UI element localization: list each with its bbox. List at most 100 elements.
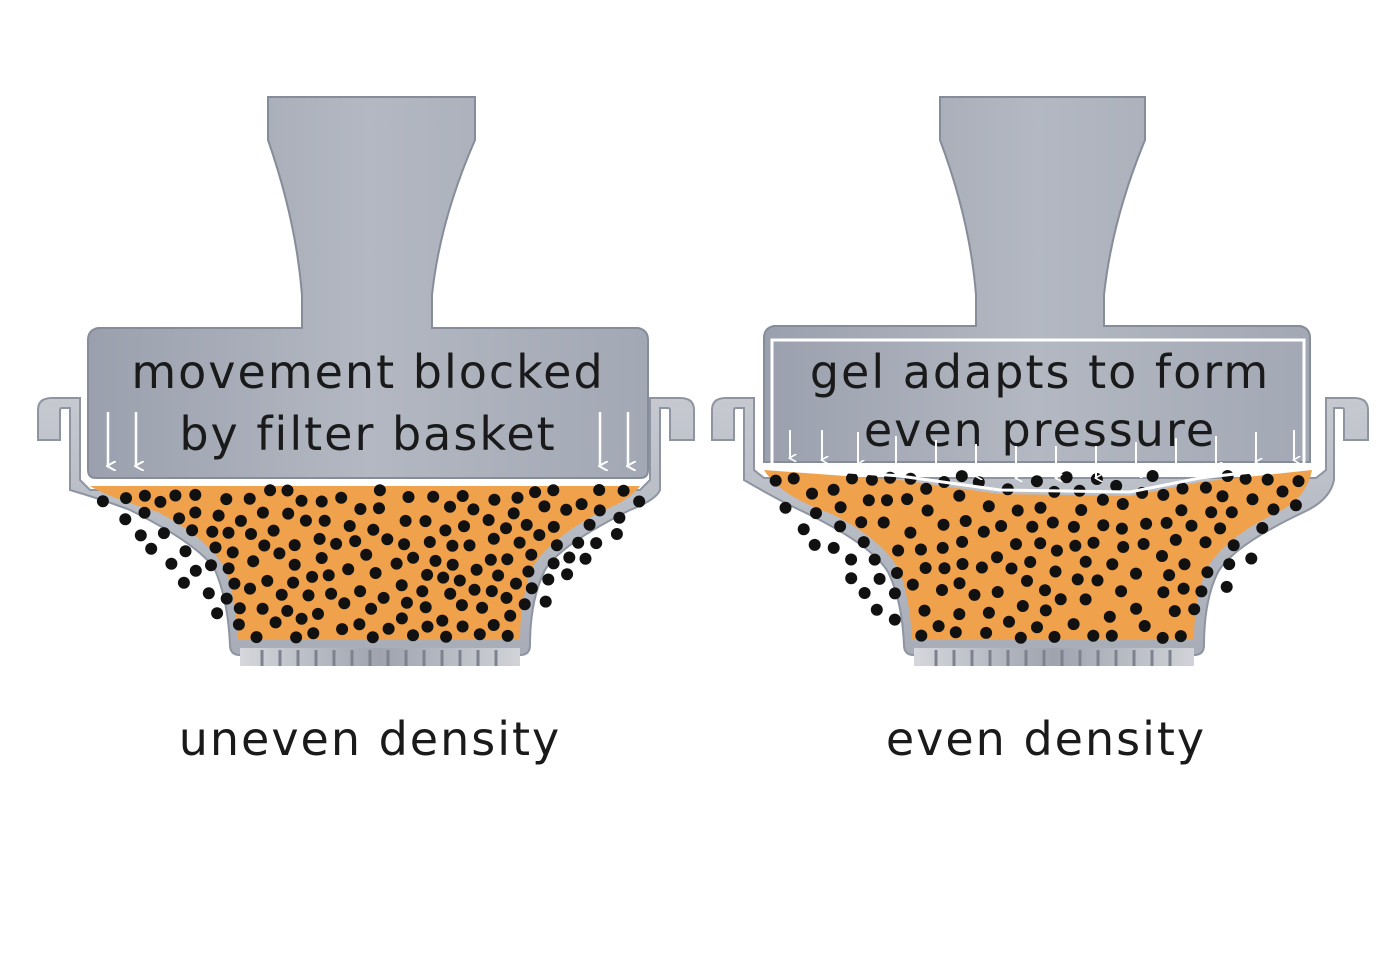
tamper-left: movement blocked by filter basket [87, 96, 649, 479]
coffee-particle-icon [1214, 522, 1227, 535]
coffee-particle-icon [991, 551, 1003, 564]
coffee-particle-icon [366, 631, 379, 644]
coffee-particle-icon [547, 557, 560, 570]
coffee-particle-icon [892, 544, 905, 557]
coffee-particle-icon [419, 515, 432, 528]
coffee-particle-icon [209, 541, 222, 554]
coffee-particle-icon [395, 612, 408, 625]
coffee-particle-icon [968, 588, 981, 601]
coffee-particle-icon [1087, 536, 1100, 549]
coffee-particle-icon [504, 609, 517, 622]
coffee-particle-icon [458, 520, 470, 533]
coffee-particle-icon [421, 568, 434, 581]
coffee-particle-icon [1163, 569, 1176, 582]
coffee-particle-icon [1138, 620, 1151, 632]
coffee-particle-icon [186, 524, 199, 537]
coffee-particle-icon [381, 533, 394, 546]
coffee-particle-icon [134, 529, 147, 542]
coffee-particle-icon [269, 616, 282, 629]
coffee-particle-icon [282, 507, 295, 520]
coffee-particle-icon [955, 470, 968, 483]
coffee-particle-icon [427, 490, 440, 503]
coffee-particle-icon [220, 592, 233, 605]
coffee-particle-icon [1050, 544, 1063, 557]
coffee-particle-icon [991, 586, 1004, 598]
coffee-particle-icon [510, 577, 522, 590]
tamper-right: gel adapts to form even pressure [763, 96, 1311, 494]
down-arrow-icon [108, 412, 628, 466]
coffee-particle-icon [468, 583, 481, 596]
coffee-particle-icon [1185, 519, 1198, 532]
coffee-particle-icon [787, 472, 800, 485]
coffee-particle-icon [1067, 618, 1080, 631]
coffee-particle-icon [518, 598, 531, 611]
coffee-particle-icon [827, 483, 840, 496]
coffee-particle-icon [373, 484, 386, 497]
coffee-particle-icon [267, 524, 280, 537]
coffee-particle-icon [354, 503, 367, 515]
coffee-particle-icon [436, 614, 449, 627]
coffee-particle-icon [440, 630, 453, 643]
tamper-text-line1: gel adapts to form [810, 345, 1270, 399]
coffee-particle-icon [455, 599, 468, 612]
coffee-particle-icon [547, 484, 560, 497]
coffee-particle-icon [953, 608, 966, 621]
coffee-particle-icon [1130, 602, 1143, 615]
coffee-particle-icon [365, 602, 378, 615]
coffee-particle-icon [1026, 520, 1039, 533]
coffee-particle-icon [1097, 519, 1110, 532]
coffee-particle-icon [982, 500, 995, 513]
coffee-particle-icon [360, 548, 373, 561]
coffee-particle-icon [402, 491, 415, 503]
coffee-particle-icon [1091, 574, 1104, 587]
coffee-particle-icon [421, 620, 434, 633]
coffee-particle-icon [373, 502, 385, 515]
coffee-particle-icon [936, 541, 949, 554]
coffee-particle-icon [920, 482, 933, 495]
coffee-particle-icon [138, 506, 151, 519]
coffee-particle-icon [572, 536, 585, 549]
down-arrow-icon [790, 430, 1294, 478]
coffee-particle-icon [407, 551, 420, 564]
coffee-particle-icon [1245, 552, 1258, 565]
coffee-particle-icon [212, 509, 225, 522]
coffee-particle-icon [1049, 565, 1062, 578]
coffee-particle-icon [1199, 481, 1212, 494]
coffee-particle-icon [463, 539, 476, 552]
coffee-particle-icon [593, 484, 606, 496]
coffee-particle-icon [949, 626, 962, 639]
coffee-particle-icon [1021, 574, 1033, 587]
coffee-particle-icon [919, 562, 932, 574]
coffee-particle-icon [868, 553, 881, 566]
coffee-particle-icon [915, 629, 928, 642]
coffee-particle-icon [1071, 573, 1084, 586]
coffee-particle-icon [560, 503, 573, 516]
coffee-particle-icon [154, 495, 167, 508]
coffee-particle-icon [120, 492, 132, 505]
coffee-particle-icon [256, 506, 269, 519]
coffee-particle-icon [633, 495, 646, 508]
coffee-particle-icon [416, 585, 429, 598]
coffee-particle-icon [1034, 501, 1047, 514]
tamper-text-line2: even pressure [864, 403, 1216, 457]
coffee-particle-icon [476, 601, 489, 614]
coffee-particle-icon [492, 569, 505, 582]
coffee-particle-icon [444, 587, 457, 600]
coffee-particle-icon [938, 562, 951, 575]
coffee-particle-icon [313, 532, 326, 545]
coffee-particle-icon [390, 557, 403, 570]
coffee-particle-icon [542, 573, 555, 586]
coffee-particle-icon [377, 591, 390, 604]
coffee-particle-icon [1292, 475, 1305, 488]
coffee-particle-icon [956, 535, 969, 548]
coffee-particle-icon [288, 539, 301, 552]
coffee-particle-icon [398, 538, 411, 551]
coffee-particle-icon [1110, 479, 1123, 492]
coffee-particle-icon [1261, 473, 1274, 486]
caption-right: even density [886, 712, 1206, 766]
coffee-particle-icon [1220, 580, 1233, 593]
coffee-particle-icon [485, 585, 498, 598]
coffee-particle-icon [1157, 586, 1170, 599]
coffee-particle-icon [243, 492, 256, 505]
coffee-particle-icon [862, 494, 875, 507]
